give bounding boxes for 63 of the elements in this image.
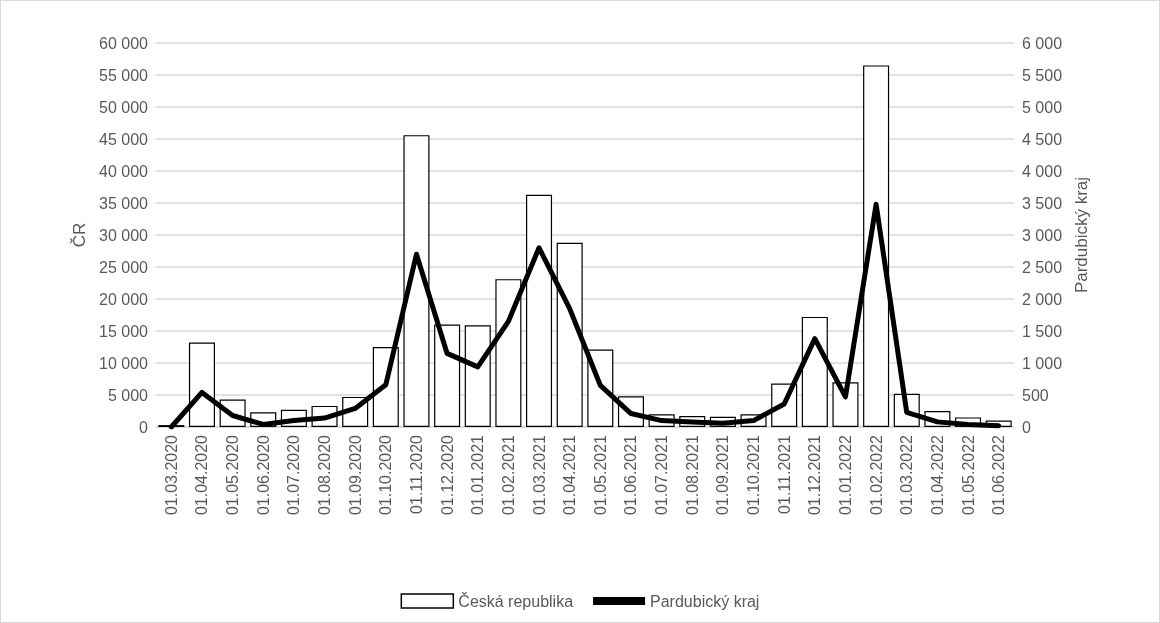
y2-tick-label: 2 500 — [1022, 258, 1063, 276]
y-tick-label: 60 000 — [99, 34, 149, 52]
y2-tick-label: 5 000 — [1022, 98, 1063, 116]
x-tick-label: 01.05.2021 — [591, 434, 609, 516]
legend-label: Pardubický kraj — [650, 592, 760, 610]
y-axis-title: ČR — [70, 222, 90, 248]
x-tick-label: 01.01.2022 — [836, 434, 854, 516]
x-tick-label: 01.03.2022 — [898, 434, 916, 516]
x-tick-label: 01.12.2020 — [438, 434, 456, 516]
y-tick-label: 15 000 — [99, 322, 149, 340]
y2-tick-label: 4 000 — [1022, 162, 1063, 180]
y-tick-label: 35 000 — [99, 194, 149, 212]
x-tick-label: 01.07.2020 — [285, 434, 303, 516]
x-tick-label: 01.09.2020 — [346, 434, 364, 516]
y2-tick-label: 1 500 — [1022, 322, 1063, 340]
bar — [188, 342, 215, 427]
y-tick-label: 10 000 — [99, 354, 149, 372]
x-tick-label: 01.08.2020 — [316, 434, 334, 516]
legend-label: Česká republika — [458, 591, 574, 610]
x-tick-label: 01.01.2021 — [469, 434, 487, 516]
bar — [495, 279, 522, 427]
y2-tick-label: 1 000 — [1022, 354, 1063, 372]
y-tick-label: 50 000 — [99, 98, 149, 116]
x-tick-label: 01.05.2020 — [224, 434, 242, 516]
x-tick-label: 01.05.2022 — [959, 434, 977, 516]
x-tick-label: 01.11.2021 — [775, 434, 793, 514]
x-tick-label: 01.07.2021 — [653, 434, 671, 516]
y-tick-label: 30 000 — [99, 226, 149, 244]
y2-tick-label: 4 500 — [1022, 130, 1063, 148]
y-tick-label: 45 000 — [99, 130, 149, 148]
bar — [434, 324, 461, 427]
x-tick-label: 01.03.2021 — [530, 434, 548, 516]
x-tick-label: 01.04.2022 — [928, 434, 946, 516]
y2-axis-title: Pardubický kraj — [1071, 176, 1091, 294]
x-tick-label: 01.02.2022 — [867, 434, 885, 516]
y2-tick-label: 6 000 — [1022, 34, 1063, 52]
x-tick-label: 01.06.2022 — [990, 434, 1008, 516]
y2-tick-label: 2 000 — [1022, 290, 1063, 308]
x-tick-label: 01.03.2020 — [162, 434, 180, 516]
y-tick-label: 25 000 — [99, 258, 149, 276]
x-tick-label: 01.11.2020 — [407, 434, 425, 514]
y2-tick-label: 3 000 — [1022, 226, 1063, 244]
x-tick-label: 01.10.2021 — [745, 434, 763, 516]
x-tick-label: 01.06.2021 — [622, 434, 640, 516]
x-tick-label: 01.08.2021 — [683, 434, 701, 516]
x-tick-label: 01.10.2020 — [377, 434, 395, 516]
y-tick-label: 40 000 — [99, 162, 149, 180]
x-tick-label: 01.04.2021 — [561, 434, 579, 516]
y2-tick-label: 3 500 — [1022, 194, 1063, 212]
y-tick-label: 0 — [139, 418, 149, 436]
x-tick-label: 01.06.2020 — [254, 434, 272, 516]
y-tick-label: 5 000 — [107, 386, 149, 404]
y-tick-label: 55 000 — [99, 66, 149, 84]
x-tick-label: 01.09.2021 — [714, 434, 732, 516]
y2-tick-label: 500 — [1022, 386, 1049, 404]
y2-tick-label: 5 500 — [1022, 66, 1063, 84]
bar — [556, 242, 583, 427]
x-tick-label: 01.02.2021 — [499, 434, 517, 516]
x-tick-label: 01.04.2020 — [193, 434, 211, 516]
x-tick-label: 01.12.2021 — [806, 434, 824, 516]
bar — [464, 325, 491, 427]
y-tick-label: 20 000 — [99, 290, 149, 308]
y2-tick-label: 0 — [1022, 418, 1031, 436]
